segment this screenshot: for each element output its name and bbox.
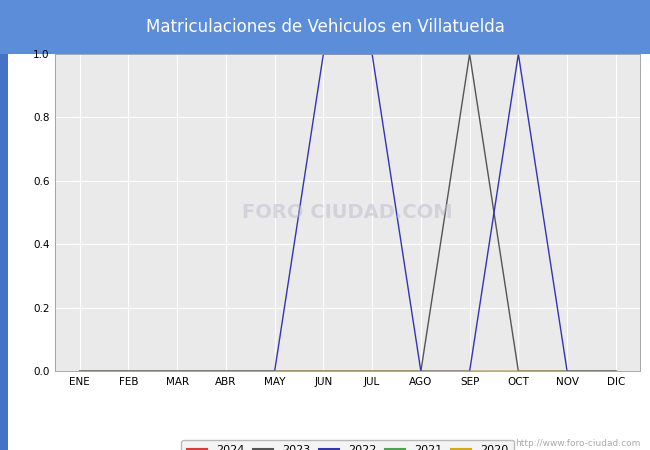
- Text: http://www.foro-ciudad.com: http://www.foro-ciudad.com: [515, 439, 640, 448]
- Text: Matriculaciones de Vehiculos en Villatuelda: Matriculaciones de Vehiculos en Villatue…: [146, 18, 504, 36]
- Text: FORO CIUDAD.COM: FORO CIUDAD.COM: [242, 203, 453, 222]
- Legend: 2024, 2023, 2022, 2021, 2020: 2024, 2023, 2022, 2021, 2020: [181, 440, 514, 450]
